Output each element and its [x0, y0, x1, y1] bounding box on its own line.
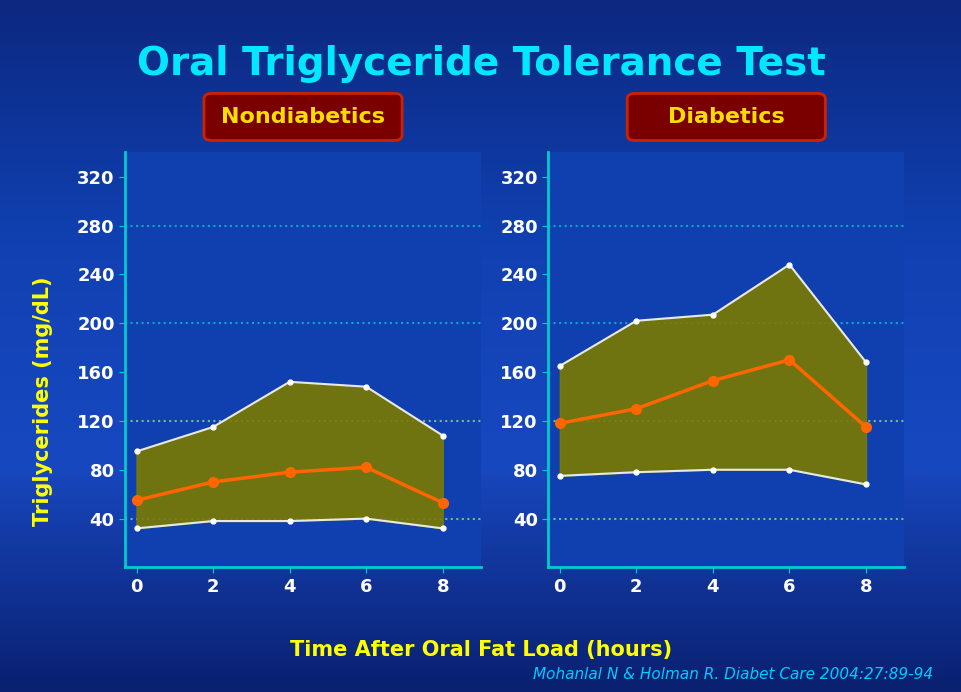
Text: Mohanlal N & Holman R. Diabet Care 2004:27:89-94: Mohanlal N & Holman R. Diabet Care 2004:…: [532, 666, 932, 682]
Text: Time After Oral Fat Load (hours): Time After Oral Fat Load (hours): [289, 641, 672, 660]
Text: Diabetics: Diabetics: [667, 107, 784, 127]
Text: Nondiabetics: Nondiabetics: [221, 107, 384, 127]
Text: Triglycerides (mg/dL): Triglycerides (mg/dL): [34, 277, 53, 526]
Text: Oral Triglyceride Tolerance Test: Oral Triglyceride Tolerance Test: [136, 45, 825, 83]
